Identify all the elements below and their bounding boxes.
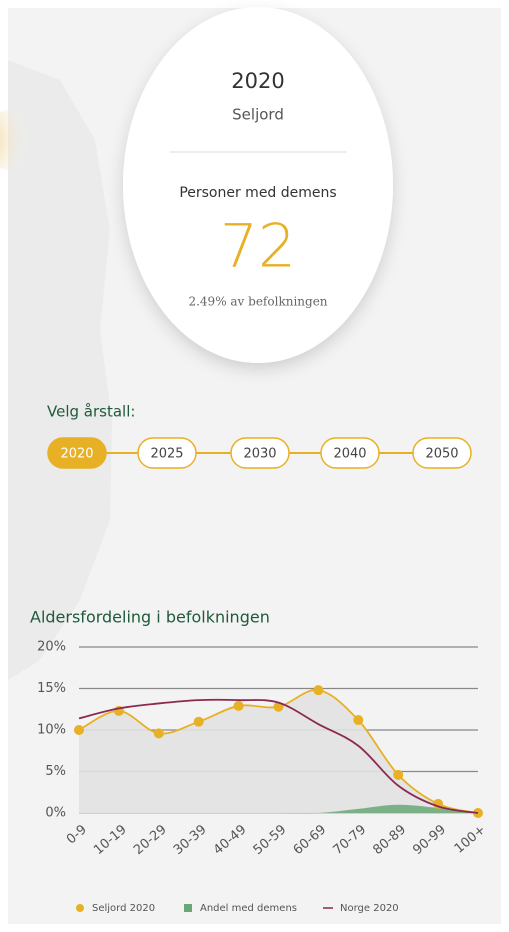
point — [313, 685, 324, 696]
info-oval — [123, 7, 393, 363]
legend-symbol — [184, 904, 192, 912]
chart-title: Aldersfordeling i befolkningen — [30, 608, 270, 627]
point — [74, 725, 84, 735]
year-button-label[interactable]: 2050 — [425, 447, 458, 462]
point — [353, 715, 364, 726]
year-button-label[interactable]: 2025 — [150, 447, 183, 462]
y-tick-label: 10% — [37, 723, 66, 738]
y-tick-label: 0% — [45, 806, 66, 821]
point — [153, 728, 164, 739]
year-button[interactable] — [320, 437, 380, 469]
series-area — [79, 689, 478, 813]
map-shape — [8, 60, 112, 680]
year-button[interactable] — [412, 437, 472, 469]
year-button[interactable] — [230, 437, 290, 469]
y-tick-label: 20% — [37, 640, 66, 655]
series-area — [79, 804, 478, 814]
legend-label: Seljord 2020 — [92, 903, 155, 914]
year-button-label[interactable]: 2030 — [243, 447, 276, 462]
point — [233, 700, 244, 711]
point — [393, 769, 404, 780]
count: 72 — [220, 212, 296, 282]
legend-label: Andel med demens — [200, 903, 297, 914]
year-button-label[interactable]: 2040 — [333, 447, 366, 462]
year-button[interactable] — [47, 437, 107, 469]
count-label: Personer med demens — [179, 185, 336, 201]
place: Seljord — [232, 106, 284, 124]
year-button-label[interactable]: 2020 — [60, 447, 93, 462]
selector-title: Velg årstall: — [47, 403, 135, 421]
share: 2.49% av befolkningen — [188, 295, 327, 309]
point — [193, 716, 204, 727]
year-button[interactable] — [137, 437, 197, 469]
y-tick-label: 15% — [37, 681, 66, 696]
legend-label: Norge 2020 — [340, 903, 399, 914]
y-tick-label: 5% — [45, 764, 66, 779]
year: 2020 — [231, 69, 284, 93]
legend-symbol — [76, 904, 84, 912]
series-line — [78, 698, 479, 814]
map-highlight — [0, 110, 30, 170]
